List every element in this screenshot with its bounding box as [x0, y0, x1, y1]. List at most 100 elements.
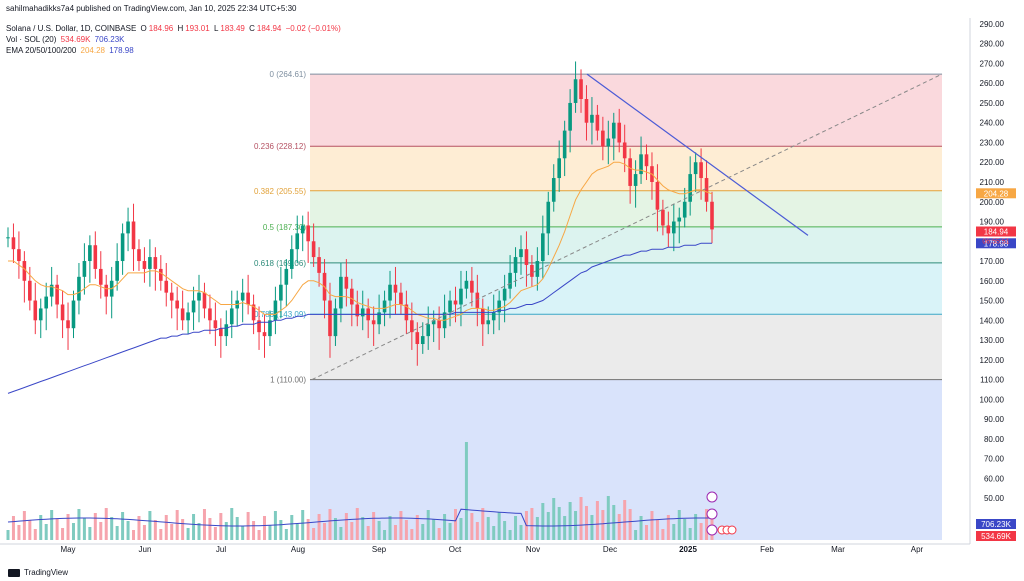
- ema-200-line: [7, 242, 712, 394]
- volume-bar: [121, 512, 125, 540]
- volume-bar: [366, 526, 370, 540]
- volume-bar: [677, 510, 681, 540]
- candle-body: [633, 174, 638, 186]
- volume-bar: [268, 525, 272, 540]
- volume-bar: [197, 523, 201, 540]
- candle-body: [606, 138, 611, 147]
- candle-body: [120, 233, 125, 262]
- candle-body: [104, 284, 109, 297]
- candle-body: [530, 264, 534, 277]
- volume-bar: [312, 528, 316, 540]
- candle-body: [202, 292, 207, 309]
- volume-bar: [99, 522, 103, 540]
- candle-body: [475, 292, 480, 309]
- candle-body: [11, 237, 16, 250]
- volume-bar: [481, 508, 485, 540]
- volume-bar: [71, 523, 75, 540]
- volume-bar: [606, 496, 610, 540]
- volume-bar: [579, 497, 583, 540]
- x-tick-label: Jul: [216, 545, 226, 554]
- y-tick-label: 90.00: [984, 415, 1005, 424]
- y-tick-label: 140.00: [980, 316, 1005, 325]
- volume-bar: [235, 517, 239, 540]
- candle-body: [60, 304, 65, 321]
- volume-bar: [388, 516, 392, 540]
- volume-bar: [192, 514, 196, 540]
- volume-bar: [6, 530, 10, 540]
- y-tick-label: 240.00: [980, 119, 1005, 128]
- y-tick-label: 70.00: [984, 455, 1005, 464]
- candle-body: [208, 308, 212, 321]
- volume-bar: [61, 528, 65, 540]
- volume-bar: [301, 510, 305, 540]
- volume-bar: [595, 501, 599, 540]
- x-tick-label: Oct: [449, 545, 462, 554]
- ema200-price-tag: 178.98: [984, 239, 1009, 248]
- volume-bar: [339, 527, 343, 540]
- x-tick-label: Apr: [911, 545, 924, 554]
- volume-bar: [639, 516, 643, 540]
- candle-body: [328, 300, 332, 337]
- volume-bar: [77, 509, 81, 540]
- candle-body: [175, 300, 179, 309]
- ema-50-line: [8, 161, 713, 321]
- volume-bar: [224, 522, 228, 540]
- volume-bar: [262, 516, 266, 540]
- volume-bar: [541, 503, 545, 540]
- candle-body: [159, 268, 163, 281]
- candle-body: [448, 300, 452, 313]
- volume-bar: [634, 530, 638, 540]
- volume-bar: [306, 519, 310, 540]
- candle-body: [502, 288, 507, 301]
- y-tick-label: 290.00: [980, 20, 1005, 29]
- candle-body: [186, 312, 190, 321]
- volume-bar: [552, 498, 556, 540]
- ema50-price-tag-bg: [976, 188, 1016, 199]
- volume-bar: [219, 513, 223, 540]
- candle-body: [49, 284, 54, 297]
- candle-body: [71, 300, 76, 329]
- vol-ma-tag-bg: [976, 519, 1016, 529]
- candle-body: [251, 304, 256, 321]
- tradingview-brand[interactable]: TradingView: [8, 568, 68, 577]
- fib-label-0: 0 (264.61): [270, 70, 307, 79]
- volume-bar: [279, 520, 283, 540]
- last-price-tag-bg: [976, 226, 1016, 237]
- volume-bar: [175, 510, 179, 540]
- volume-bar: [459, 518, 463, 540]
- volume-bar: [110, 517, 114, 540]
- candle-body: [699, 162, 703, 179]
- descending-trendline: [586, 73, 809, 236]
- vol-ma-tag: 706.23K: [981, 520, 1011, 529]
- candle-body: [628, 158, 632, 186]
- y-tick-label: 250.00: [980, 99, 1005, 108]
- candle-body: [519, 249, 523, 258]
- volume-bar: [284, 529, 288, 540]
- y-tick-label: 60.00: [984, 474, 1005, 483]
- volume-bar: [11, 516, 15, 540]
- y-tick-label: 230.00: [980, 138, 1005, 147]
- candle-body: [590, 114, 594, 123]
- candle-body: [595, 114, 600, 131]
- candle-body: [410, 320, 414, 333]
- y-tick-label: 160.00: [980, 277, 1005, 286]
- volume-bar: [88, 527, 92, 540]
- fib-zone-0: [310, 74, 942, 147]
- y-tick-label: 200.00: [980, 198, 1005, 207]
- candle-body: [306, 225, 310, 242]
- x-tick-label: Mar: [831, 545, 845, 554]
- candle-body: [169, 292, 174, 301]
- candle-body: [213, 320, 218, 329]
- candle-body: [661, 209, 665, 226]
- candle-body: [404, 304, 409, 321]
- candle-body: [655, 181, 660, 210]
- candle-body: [393, 284, 398, 293]
- candle-body: [279, 284, 283, 301]
- volume-bar: [650, 511, 654, 540]
- y-tick-label: 280.00: [980, 40, 1005, 49]
- candle-body: [148, 257, 152, 269]
- candle-body: [486, 320, 491, 325]
- volume-bar: [126, 521, 130, 540]
- candle-body: [508, 272, 512, 289]
